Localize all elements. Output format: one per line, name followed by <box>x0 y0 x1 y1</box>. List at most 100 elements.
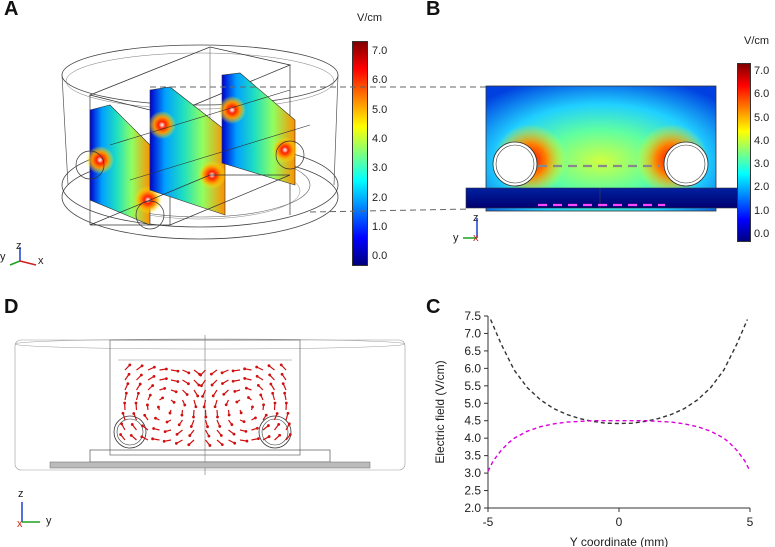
field-arrow-head <box>119 433 123 436</box>
field-arrow-head <box>232 432 236 436</box>
field-arrow-head <box>233 390 237 393</box>
field-arrow-head <box>280 372 284 376</box>
field-arrow-head <box>197 383 201 387</box>
field-arrow-head <box>174 441 178 445</box>
field-arrow-head <box>151 384 155 387</box>
colorbar-a-tick: 6.0 <box>372 74 388 87</box>
field-arrow-head <box>202 405 206 409</box>
panel-b-axis-triad <box>463 218 478 239</box>
field-arrow-head <box>255 426 259 430</box>
field-arrow-head <box>256 437 260 441</box>
field-arrow-head <box>177 423 181 427</box>
colorbar-a <box>352 41 368 266</box>
colorbar-b-tick: 4.0 <box>754 134 770 147</box>
colorbar-a-tick: 5.0 <box>372 103 388 116</box>
field-arrow-head <box>152 374 156 378</box>
field-arrow-head <box>152 427 156 430</box>
colorbar-a-tick: 4.0 <box>372 133 388 146</box>
colorbar-b-tick: 7.0 <box>754 65 770 77</box>
field-arrow-head <box>152 365 156 369</box>
field-arrow-head <box>233 441 237 445</box>
y-tick-label: 6.0 <box>464 361 481 375</box>
field-arrow-head <box>189 425 193 428</box>
field-arrow-head <box>154 416 157 420</box>
field-arrow-head <box>284 401 288 405</box>
field-arrow-head <box>161 396 165 400</box>
field-arrow-head <box>281 382 285 385</box>
field-arrow-head <box>157 405 160 409</box>
field-arrow-head <box>220 371 224 375</box>
field-arrow-head <box>262 403 265 407</box>
field-arrow-head <box>141 424 144 428</box>
y-tick-label: 2.5 <box>464 484 481 498</box>
y-tick-label: 3.0 <box>464 466 481 480</box>
field-arrow-head <box>275 412 279 415</box>
field-arrow-head <box>134 401 138 405</box>
field-arrow-head <box>136 391 140 395</box>
field-arrow-head <box>187 371 191 375</box>
field-arrow-head <box>132 412 136 415</box>
panel-d-axis-triad <box>21 502 40 523</box>
field-arrow-head <box>204 415 208 419</box>
field-arrow-head <box>235 400 239 404</box>
y-tick-label: 2.0 <box>464 501 481 515</box>
field-arrow-head <box>148 393 152 397</box>
field-arrow-head <box>163 430 167 434</box>
triad-a-z: z <box>16 240 22 252</box>
field-arrow-head <box>128 363 132 367</box>
field-arrow-head <box>126 382 130 386</box>
colorbar-b-tick: 5.0 <box>754 111 770 124</box>
field-arrow-head <box>244 386 248 390</box>
field-arrow-head <box>187 443 191 447</box>
field-arrow-head <box>127 372 131 376</box>
colorbar-a-tick: 0.0 <box>372 250 388 263</box>
y-tick-label: 7.5 <box>464 309 481 323</box>
y-tick-label: 6.5 <box>464 344 481 358</box>
field-arrow-head <box>199 373 203 377</box>
colorbar-b-tick: 0.0 <box>754 228 770 241</box>
field-arrow-head <box>140 435 144 439</box>
field-arrow-head <box>124 391 128 395</box>
triad-b-z: z <box>473 212 479 224</box>
field-arrow-head <box>219 434 223 437</box>
field-arrow-head <box>288 433 292 436</box>
field-arrow-head <box>247 396 250 399</box>
colorbar-a-unit: V/cm <box>357 12 383 24</box>
field-arrow-head <box>209 372 213 376</box>
field-arrow-head <box>165 367 168 371</box>
y-tick-label: 7.0 <box>464 326 481 340</box>
field-arrow-head <box>224 403 228 407</box>
colorbar-b-tick: 6.0 <box>754 88 770 101</box>
field-arrow-head <box>231 369 235 373</box>
colorbar-b-unit: V/cm <box>744 35 770 47</box>
field-arrow-head <box>151 437 155 441</box>
field-arrow-head <box>168 411 172 415</box>
field-arrow-head <box>267 364 271 368</box>
field-arrow-head <box>278 433 282 437</box>
field-arrow-head <box>213 405 217 409</box>
field-arrow-head <box>286 411 290 415</box>
x-tick-label: 0 <box>616 515 623 529</box>
panel-d-vector-field <box>14 335 406 475</box>
field-arrow-head <box>264 413 268 417</box>
triad-a-y: y <box>0 251 6 263</box>
field-arrow-head <box>211 394 215 398</box>
x-tick-label: 5 <box>747 515 754 529</box>
field-arrow-head <box>183 403 187 407</box>
field-arrow-head <box>162 439 166 443</box>
panel-a-3d-model <box>61 44 339 240</box>
triad-d-x: x <box>17 518 23 530</box>
field-arrow-head <box>208 444 212 447</box>
field-arrow-head <box>259 393 263 397</box>
field-arrow-head <box>210 383 214 387</box>
field-arrow-head <box>140 373 143 377</box>
field-arrow-head <box>245 439 249 443</box>
y-axis-title: Electric field (V/cm) <box>433 360 447 463</box>
colorbar-a-tick: 7.0 <box>372 45 388 57</box>
colorbar-a-tick: 1.0 <box>372 221 388 234</box>
panel-label-b: B <box>426 0 441 20</box>
colorbar-b-tick: 3.0 <box>754 158 770 171</box>
field-arrow-head <box>273 401 277 405</box>
panel-label-c: C <box>426 296 441 318</box>
